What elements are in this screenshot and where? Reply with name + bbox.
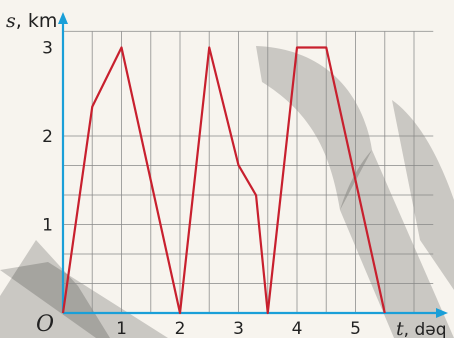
chart-series [61, 46, 386, 315]
y-axis-unit: , km [16, 10, 58, 32]
y-tick-label: 3 [42, 39, 53, 59]
x-axis-var: t [396, 318, 404, 338]
y-tick-label: 1 [42, 216, 53, 236]
watermark-stroke [0, 262, 168, 338]
chart-axes [58, 12, 448, 318]
x-tick-label: 4 [292, 319, 303, 338]
watermark-decoration [0, 46, 454, 338]
x-axis-arrow-icon [436, 308, 448, 318]
x-tick-label: 2 [175, 319, 186, 338]
chart-labels: O s, km t, dəq 1 2 3 4 5 1 2 3 [6, 10, 447, 338]
y-axis-label: s, km [6, 10, 57, 32]
y-axis-var: s [6, 10, 16, 32]
y-axis-arrow-icon [58, 12, 68, 24]
x-axis-unit: , dəq [404, 320, 447, 338]
x-tick-label: 1 [116, 319, 127, 338]
chart-grid [63, 30, 434, 313]
y-tick-label: 2 [42, 127, 53, 147]
x-tick-label: 5 [350, 319, 361, 338]
watermark-stroke [340, 150, 454, 338]
watermark-stroke [256, 46, 372, 210]
x-axis-label: t, dəq [396, 318, 447, 338]
x-tick-label: 3 [233, 319, 244, 338]
origin-label: O [36, 312, 54, 337]
